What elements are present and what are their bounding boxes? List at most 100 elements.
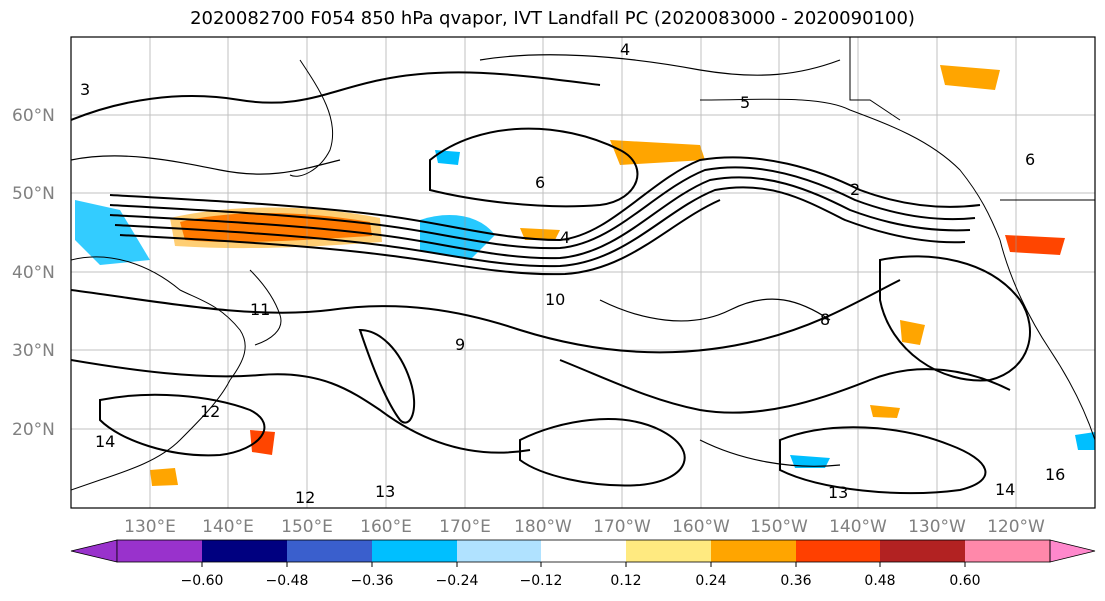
dry-small-3: [1075, 432, 1095, 450]
lon-label: 130°E: [124, 517, 176, 537]
coastline-alaska: [699, 98, 1001, 241]
contour-label: 2: [850, 180, 860, 199]
lon-label: 170°W: [593, 517, 651, 537]
colorbar-segment: [626, 540, 711, 562]
lat-label: 20°N: [12, 420, 55, 440]
map-frame: [70, 36, 1096, 509]
contour-lines: [71, 71, 1031, 495]
contour-label: 8: [820, 310, 830, 329]
colorbar-segment: [287, 540, 372, 562]
colorbar-tick-label: −0.60: [181, 573, 224, 589]
contour-loop-3: [779, 426, 987, 495]
lat-label: 60°N: [12, 106, 55, 126]
colorbar-tick-labels: −0.60 −0.48 −0.36 −0.24 −0.12 0.12 0.24 …: [181, 573, 981, 589]
contour-label: 14: [995, 480, 1015, 499]
dry-small-1: [790, 455, 830, 468]
colorbar-segment: [880, 540, 965, 562]
contour-label: 12: [200, 402, 220, 421]
colorbar-tick-label: 0.60: [949, 573, 980, 589]
contour-thin-2: [71, 155, 341, 175]
lon-label: 170°E: [439, 517, 491, 537]
contour-label: 4: [620, 40, 630, 59]
contour-label: 9: [455, 335, 465, 354]
moist-alaska-patch: [940, 65, 1000, 90]
colorbar-frame: [116, 539, 1051, 563]
contour-loop-4: [358, 328, 416, 424]
lon-label: 150°W: [750, 517, 808, 537]
contour-loop-2: [519, 418, 686, 487]
colorbar-tick-label: 0.48: [864, 573, 895, 589]
moist-small-1: [250, 430, 275, 455]
contour-long-1: [71, 279, 901, 354]
dry-small-2: [435, 150, 460, 165]
contour-jet-2: [109, 166, 976, 250]
moist-small-3: [520, 228, 560, 240]
colorbar-segment: [541, 540, 626, 562]
colorbar-tick-label: −0.36: [351, 573, 394, 589]
contour-jet-5: [119, 199, 721, 276]
contour-long-3: [559, 359, 1011, 414]
contour-label: 13: [828, 483, 848, 502]
graticule: [71, 37, 1095, 508]
contour-label: 14: [95, 432, 115, 451]
contour-thin-4: [699, 439, 841, 467]
colorbar-ticks: [201, 562, 966, 567]
contour-label: 11: [250, 300, 270, 319]
moist-east-patch: [1005, 235, 1065, 255]
colorbar-segment: [117, 540, 202, 562]
map-content: [71, 37, 1095, 508]
contour-label: 5: [740, 93, 750, 112]
colorbar-segment: [796, 540, 880, 562]
contour-label: 3: [80, 80, 90, 99]
contour-label: 16: [1045, 465, 1065, 484]
dry-patch-west: [75, 200, 150, 265]
lat-label: 30°N: [12, 341, 55, 361]
lon-label: 160°E: [360, 517, 412, 537]
contour-loop-1: [429, 127, 639, 208]
colorbar-tick-label: −0.12: [520, 573, 563, 589]
contour-label: 6: [1025, 150, 1035, 169]
lon-labels: 130°E 140°E 150°E 160°E 170°E 180°W 170°…: [124, 517, 1045, 537]
colorbar-tick-label: 0.12: [610, 573, 641, 589]
lat-label: 50°N: [12, 184, 55, 204]
colorbar-over-arrow: [1049, 539, 1096, 563]
chart-title: 2020082700 F054 850 hPa qvapor, IVT Land…: [190, 8, 915, 29]
contour-jet-1: [109, 156, 981, 242]
contour-label: 4: [560, 228, 570, 247]
colorbar: −0.60 −0.48 −0.36 −0.24 −0.12 0.12 0.24 …: [70, 539, 1096, 589]
lon-label: 140°W: [829, 517, 887, 537]
contour-thin-1: [479, 54, 841, 76]
contour-label-group: 3 4 5 6 9 10 11 12 13 14 16 8 2 12 13 14…: [80, 40, 1065, 507]
coastline-japan: [249, 269, 282, 346]
colorbar-segment: [372, 540, 457, 562]
moist-jet-patch: [610, 140, 705, 165]
moist-band-north-pacific-halo: [170, 207, 382, 249]
contour-long-2: [71, 359, 531, 454]
colorbar-segment: [965, 540, 1050, 562]
contour-thin-3: [599, 298, 831, 322]
contour-label: 13: [375, 482, 395, 501]
contour-label: 12: [295, 488, 315, 507]
lon-label: 180°W: [514, 517, 572, 537]
coastline-kamchatka: [289, 59, 334, 177]
lon-label: 130°W: [908, 517, 966, 537]
moist-small-5: [870, 405, 900, 418]
moist-small-2: [900, 320, 925, 345]
lon-label: 160°W: [672, 517, 730, 537]
lon-label: 150°E: [281, 517, 333, 537]
colorbar-segment: [711, 540, 796, 562]
contour-label: 6: [535, 173, 545, 192]
colorbar-tick-label: 0.24: [695, 573, 726, 589]
contour-long-4: [71, 71, 601, 121]
contour-loop-6: [99, 393, 266, 457]
contour-label: 10: [545, 290, 565, 309]
lat-label: 40°N: [12, 263, 55, 283]
moist-small-4: [150, 468, 178, 486]
coastline-north-america: [999, 239, 1095, 441]
lon-label: 140°E: [202, 517, 254, 537]
contour-lines-thin: [71, 54, 841, 467]
lat-labels: 60°N 50°N 40°N 30°N 20°N: [12, 106, 55, 440]
colorbar-tick-label: 0.36: [780, 573, 811, 589]
contour-jet-3: [109, 176, 971, 260]
